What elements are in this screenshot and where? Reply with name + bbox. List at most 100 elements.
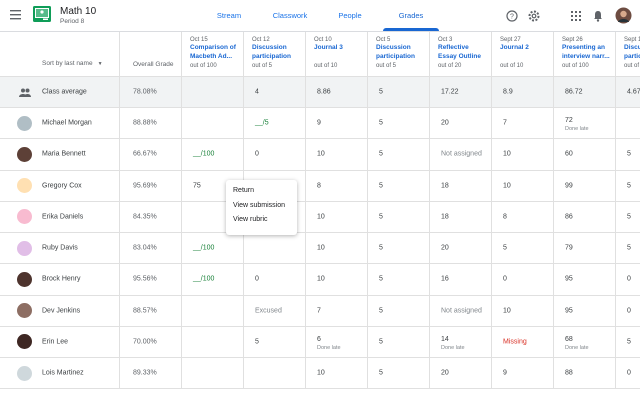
grade-cell[interactable]: 5	[616, 139, 640, 171]
grade-cell[interactable]: __/5	[244, 108, 306, 140]
grade-cell[interactable]: 60	[554, 139, 616, 171]
student-name[interactable]: Michael Morgan	[42, 119, 92, 127]
grade-cell[interactable]: 5	[616, 233, 640, 265]
student-cell[interactable]: Maria Bennett	[0, 139, 120, 171]
settings-icon[interactable]	[528, 10, 540, 22]
student-cell[interactable]: Brock Henry	[0, 264, 120, 296]
grade-cell[interactable]: 10	[492, 295, 554, 327]
notifications-icon[interactable]	[593, 10, 603, 22]
assignment-header[interactable]: Oct 10 Journal 3 out of 10	[306, 32, 368, 77]
grade-cell[interactable]: 16	[430, 264, 492, 296]
grade-cell[interactable]: 5	[368, 264, 430, 296]
student-name[interactable]: Lois Martinez	[42, 369, 84, 377]
grade-cell[interactable]: 9	[306, 108, 368, 140]
grade-cell[interactable]: 5	[368, 170, 430, 202]
assignment-header[interactable]: Oct 12 Discussion participation out of 5	[244, 32, 306, 77]
grade-cell[interactable]: __/100	[182, 233, 244, 265]
grade-cell[interactable]: 5	[244, 326, 306, 358]
grade-cell[interactable]: 18	[430, 170, 492, 202]
student-cell[interactable]: Gregory Cox	[0, 170, 120, 202]
grade-cell[interactable]: 0	[244, 139, 306, 171]
assignment-title[interactable]: Presenting an interview narr...	[562, 44, 610, 60]
grade-cell[interactable]: 99	[554, 170, 616, 202]
grade-cell[interactable]: Not assigned	[430, 295, 492, 327]
grade-cell[interactable]: 20	[430, 358, 492, 390]
help-icon[interactable]: ?	[506, 10, 518, 22]
student-cell[interactable]: Dev Jenkins	[0, 295, 120, 327]
student-name[interactable]: Brock Henry	[42, 275, 81, 283]
nav-tab[interactable]: Classwork	[272, 11, 308, 20]
grade-cell[interactable]: 95	[554, 264, 616, 296]
nav-tab[interactable]: Grades	[398, 11, 424, 20]
student-cell[interactable]: Erin Lee	[0, 326, 120, 358]
menu-icon[interactable]	[10, 10, 22, 20]
grade-cell[interactable]	[616, 108, 640, 140]
grade-cell[interactable]: 88	[554, 358, 616, 390]
grade-cell[interactable]: 10	[492, 170, 554, 202]
grade-cell[interactable]: 95	[554, 295, 616, 327]
grade-cell[interactable]: 6 Done late	[306, 326, 368, 358]
assignment-header[interactable]: Sept 26 Presenting an interview narr... ou…	[554, 32, 616, 77]
grade-cell[interactable]: 8	[492, 201, 554, 233]
grade-cell[interactable]: 5	[368, 139, 430, 171]
grade-cell[interactable]: 10	[306, 139, 368, 171]
student-cell[interactable]: Erika Daniels	[0, 201, 120, 233]
grade-cell[interactable]: 5	[492, 233, 554, 265]
grade-cell[interactable]: 5	[368, 358, 430, 390]
student-name[interactable]: Ruby Davis	[42, 244, 78, 252]
assignment-title[interactable]: Journal 3	[314, 44, 343, 51]
student-cell[interactable]: Lois Martinez	[0, 358, 120, 390]
assignment-title[interactable]: Discussion participation	[376, 44, 416, 60]
class-name[interactable]: Math 10	[60, 6, 97, 17]
grade-cell[interactable]	[244, 358, 306, 390]
grade-cell[interactable]: 5	[616, 201, 640, 233]
grade-cell[interactable]	[244, 233, 306, 265]
grade-cell[interactable]: 0	[244, 264, 306, 296]
grade-cell[interactable]: 5	[368, 108, 430, 140]
assignment-title[interactable]: Discussion participation	[252, 44, 292, 60]
grade-cell[interactable]: 79	[554, 233, 616, 265]
assignment-title[interactable]: Reflective Essay Outline	[438, 44, 481, 60]
sort-dropdown[interactable]: Sort by last name ▼	[42, 60, 103, 67]
assignment-header[interactable]: Sept 1Discussion participation out of 5	[616, 32, 640, 77]
grade-cell[interactable]: 0	[492, 264, 554, 296]
grade-cell[interactable]: 7	[492, 108, 554, 140]
grade-cell[interactable]: 72 Done late	[554, 108, 616, 140]
grade-cell[interactable]: 5	[616, 326, 640, 358]
menu-item[interactable]: View submission	[233, 201, 286, 209]
grade-cell[interactable]: 0	[616, 264, 640, 296]
assignment-title[interactable]: Comparison of Macbeth Ad...	[190, 44, 236, 60]
student-cell[interactable]: Michael Morgan	[0, 108, 120, 140]
student-name[interactable]: Dev Jenkins	[42, 307, 81, 315]
grade-cell[interactable]: 0	[616, 358, 640, 390]
grade-cell[interactable]: 8	[306, 170, 368, 202]
grade-cell[interactable]: 10	[306, 358, 368, 390]
grade-cell[interactable]: 20	[430, 108, 492, 140]
menu-item[interactable]: Return	[233, 187, 255, 194]
grade-cell[interactable]	[182, 358, 244, 390]
grade-cell[interactable]: 20	[430, 233, 492, 265]
menu-item[interactable]: View rubric	[233, 216, 268, 223]
grade-cell[interactable]: 5	[368, 295, 430, 327]
grade-cell[interactable]: 9	[492, 358, 554, 390]
grade-cell[interactable]: Missing	[492, 326, 554, 358]
assignment-header[interactable]: Sept 27 Journal 2 out of 10	[492, 32, 554, 77]
grade-cell[interactable]: 5	[368, 233, 430, 265]
grade-cell[interactable]: __/100	[182, 264, 244, 296]
grade-cell[interactable]: Excused	[244, 295, 306, 327]
grade-cell[interactable]: 68 Done late	[554, 326, 616, 358]
grade-cell[interactable]	[182, 108, 244, 140]
grade-cell[interactable]: __/100	[182, 139, 244, 171]
nav-tab[interactable]: Stream	[216, 11, 242, 20]
assignment-title[interactable]: Discussion participation	[624, 44, 640, 60]
grade-cell[interactable]: Not assigned	[430, 139, 492, 171]
apps-icon[interactable]	[571, 11, 581, 21]
grade-cell[interactable]: 10	[492, 139, 554, 171]
assignment-header[interactable]: Oct 15 Comparison of Macbeth Ad... out of …	[182, 32, 244, 77]
classroom-logo[interactable]	[33, 6, 51, 23]
grade-cell[interactable]: 18	[430, 201, 492, 233]
grade-cell[interactable]: 14 Done late	[430, 326, 492, 358]
grade-cell[interactable]: 10	[306, 233, 368, 265]
grade-cell[interactable]: 86	[554, 201, 616, 233]
assignment-title[interactable]: Journal 2	[500, 44, 529, 51]
